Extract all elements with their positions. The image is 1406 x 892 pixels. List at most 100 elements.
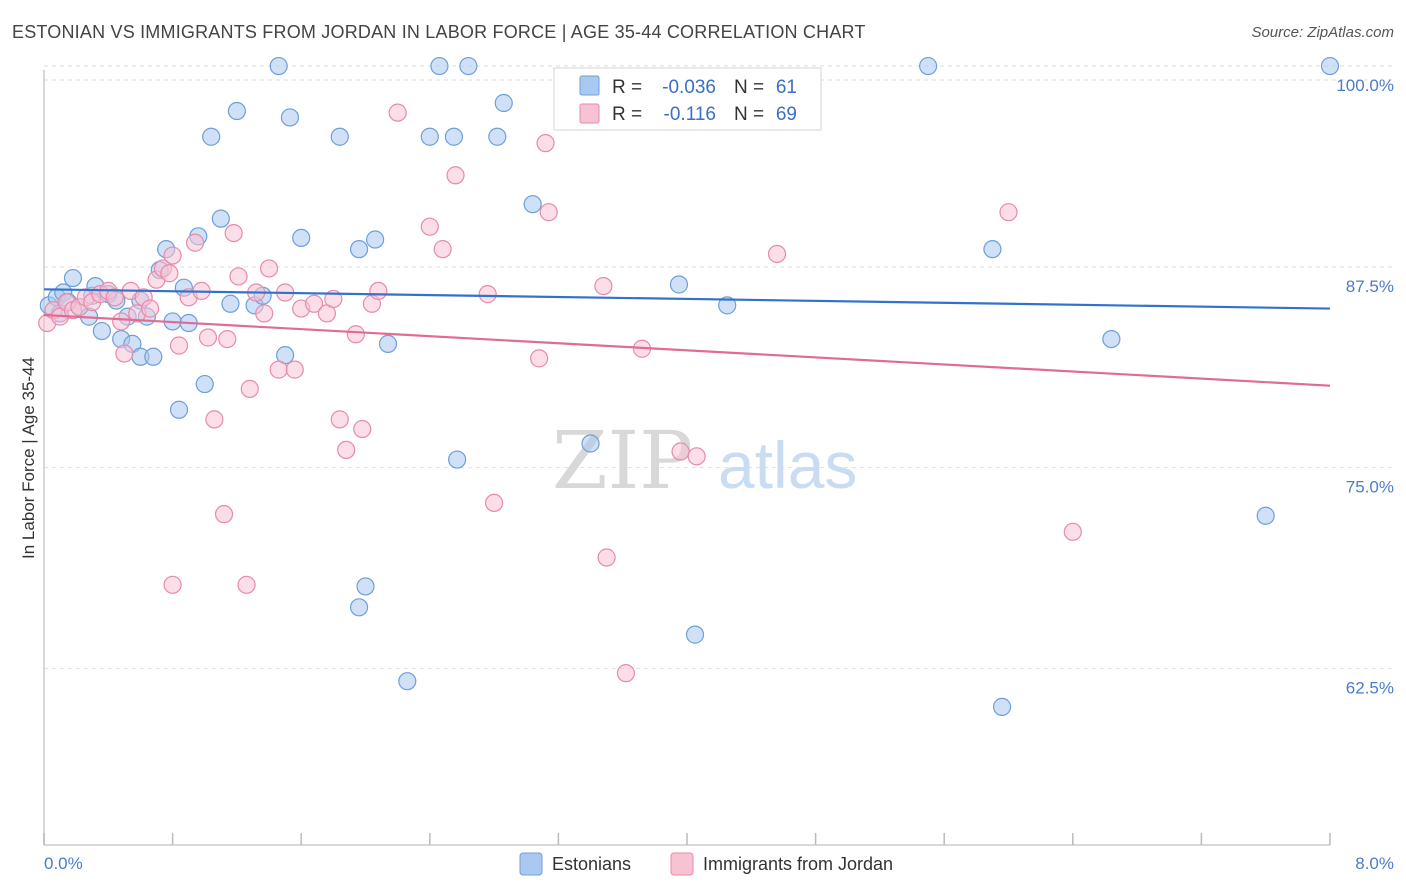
jordan-point [330, 410, 349, 429]
estonians-point [430, 56, 449, 76]
estonians-point [448, 450, 467, 469]
estonians-point [669, 275, 689, 294]
estonians-point [366, 230, 385, 249]
jordan-point [205, 410, 224, 429]
jordan-point [369, 281, 388, 301]
legend-n-value-estonians: 61 [776, 77, 797, 98]
y-tick-label: 62.5% [1346, 678, 1394, 697]
bottom-legend-label-jordan: Immigrants from Jordan [703, 854, 893, 874]
jordan-point [115, 344, 134, 363]
jordan-point [420, 217, 439, 236]
jordan-point [597, 548, 616, 567]
correlation-legend: R = -0.036 N = 61 R = -0.116 N = 69 [553, 67, 822, 131]
estonians-point [202, 127, 221, 146]
estonians-point [718, 296, 737, 315]
legend-n-label-jordan: N = [734, 104, 764, 125]
source-label: Source: ZipAtlas.com [1251, 24, 1394, 41]
y-tick-label: 100.0% [1336, 76, 1394, 95]
bottom-legend-label-estonians: Estonians [552, 854, 631, 874]
jordan-point [353, 419, 372, 439]
chart-title: ESTONIAN VS IMMIGRANTS FROM JORDAN IN LA… [12, 22, 866, 42]
jordan-point [485, 493, 504, 513]
series-legend: Estonians Immigrants from Jordan [519, 852, 893, 876]
estonians-point [378, 334, 398, 354]
y-tick-label: 75.0% [1346, 478, 1394, 497]
jordan-point [478, 285, 497, 304]
jordan-point [1063, 522, 1082, 541]
jordan-point [259, 259, 279, 278]
series-estonians [39, 56, 1340, 716]
estonians-point [919, 56, 938, 76]
jordan-point [285, 360, 304, 379]
jordan-point [160, 264, 179, 283]
jordan-point [999, 203, 1018, 222]
estonians-point [581, 434, 600, 453]
estonians-point [523, 195, 542, 214]
legend-r-value-estonians: -0.036 [662, 77, 716, 98]
jordan-point [229, 267, 248, 286]
jordan-point [337, 440, 356, 460]
estonians-point [227, 101, 246, 121]
jordan-point [530, 349, 549, 368]
estonians-point [444, 127, 464, 146]
jordan-point [112, 312, 131, 331]
jordan-point [594, 276, 613, 296]
legend-swatch-jordan [579, 103, 600, 124]
jordan-point [433, 240, 452, 259]
y-tick-label: 87.5% [1346, 277, 1394, 296]
jordan-point [163, 575, 182, 594]
legend-n-label-estonians: N = [734, 77, 764, 98]
watermark-zip: ZIP [552, 414, 693, 507]
x-tick-label-min: 0.0% [44, 854, 83, 873]
jordan-point [539, 203, 558, 222]
estonians-point [992, 697, 1012, 716]
estonians-point [280, 108, 300, 127]
jordan-point [240, 379, 259, 398]
legend-r-label-estonians: R = [612, 77, 642, 98]
estonians-point [1320, 56, 1340, 76]
jordan-trend-line [43, 313, 1331, 387]
estonians-point [221, 294, 240, 313]
jordan-point [616, 664, 636, 683]
estonians-point [330, 127, 349, 146]
jordan-point [198, 328, 218, 347]
estonians-point [211, 209, 230, 228]
jordan-point [388, 103, 407, 122]
estonians-point [292, 228, 311, 248]
watermark-atlas: atlas [718, 428, 857, 502]
jordan-point [218, 329, 237, 349]
jordan-point [269, 360, 288, 379]
estonians-point [420, 127, 439, 146]
estonians-point [1102, 329, 1121, 349]
estonians-point [195, 374, 214, 394]
estonians-point [349, 598, 369, 617]
jordan-point [671, 442, 690, 461]
bottom-legend-swatch-estonians [519, 852, 543, 876]
estonians-point [92, 321, 111, 341]
x-tick-label-max: 8.0% [1355, 854, 1394, 873]
estonians-point [398, 672, 417, 691]
jordan-point [105, 288, 124, 307]
x-axis-ticks [43, 833, 1331, 845]
series-jordan [38, 103, 1082, 683]
jordan-point [186, 233, 205, 252]
jordan-point [687, 447, 706, 466]
estonians-point [488, 127, 507, 146]
jordan-point [536, 134, 555, 153]
legend-n-value-jordan: 69 [776, 104, 797, 125]
jordan-point [224, 223, 243, 243]
estonians-point [144, 347, 163, 366]
watermark: ZIP atlas [552, 414, 857, 507]
jordan-point [237, 575, 256, 594]
estonians-point [983, 240, 1002, 259]
estonians-point [169, 400, 189, 419]
y-axis-label: In Labor Force | Age 35-44 [19, 357, 38, 559]
jordan-point [163, 246, 182, 265]
legend-r-value-jordan: -0.116 [664, 104, 716, 125]
estonians-point [494, 93, 513, 113]
y-axis-tick-labels: 62.5% 75.0% 87.5% 100.0% [1336, 76, 1394, 697]
jordan-point [304, 294, 324, 313]
estonians-trend-line [43, 288, 1331, 310]
jordan-point [214, 505, 234, 524]
